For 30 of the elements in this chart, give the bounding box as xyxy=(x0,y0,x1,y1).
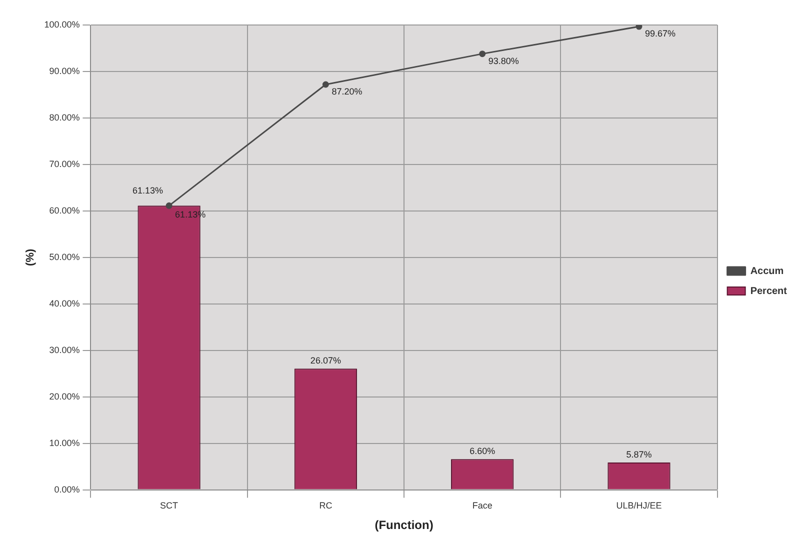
y-tick-label: 0.00% xyxy=(54,484,80,494)
data-label: 5.87% xyxy=(626,450,652,460)
y-tick-label: 30.00% xyxy=(49,344,80,355)
y-tick-label: 50.00% xyxy=(49,252,80,262)
point xyxy=(479,50,486,58)
point xyxy=(166,202,172,209)
y-axis-title: (%) xyxy=(24,248,37,266)
legend-label: Accum xyxy=(750,266,784,277)
y-tick-label: 70.00% xyxy=(49,158,80,169)
x-tick-label: ULB/HJ/EE xyxy=(616,500,662,511)
legend-label: Percent xyxy=(750,286,788,297)
point xyxy=(636,25,642,30)
point xyxy=(322,81,329,88)
x-tick-label: Face xyxy=(472,500,492,511)
x-tick-label: RC xyxy=(319,500,333,511)
y-tick-label: 90.00% xyxy=(49,66,80,76)
data-label: 93.80% xyxy=(488,56,519,66)
y-tick-label: 100.00% xyxy=(44,19,80,30)
y-tick-label: 10.00% xyxy=(49,438,80,448)
y-tick-label: 40.00% xyxy=(49,298,80,308)
x-tick-label: SCT xyxy=(160,500,179,511)
x-axis-title: (Function) xyxy=(374,518,434,532)
data-label: 99.67% xyxy=(644,28,676,39)
data-label: 87.20% xyxy=(332,86,362,96)
y-tick-label: 80.00% xyxy=(49,112,80,122)
y-tick-label: 60.00% xyxy=(49,205,80,216)
data-label: 61.13% xyxy=(132,186,164,196)
data-label: 6.60% xyxy=(470,446,496,456)
data-label: 26.07% xyxy=(310,356,341,366)
y-tick-label: 20.00% xyxy=(49,391,80,402)
